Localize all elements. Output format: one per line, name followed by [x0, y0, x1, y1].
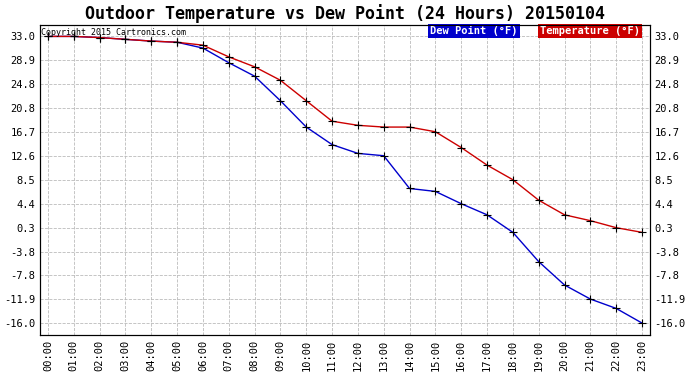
Title: Outdoor Temperature vs Dew Point (24 Hours) 20150104: Outdoor Temperature vs Dew Point (24 Hou…: [85, 4, 605, 23]
Text: Temperature (°F): Temperature (°F): [540, 26, 640, 36]
Text: Copyright 2015 Cartronics.com: Copyright 2015 Cartronics.com: [41, 28, 186, 37]
Text: Dew Point (°F): Dew Point (°F): [431, 26, 518, 36]
